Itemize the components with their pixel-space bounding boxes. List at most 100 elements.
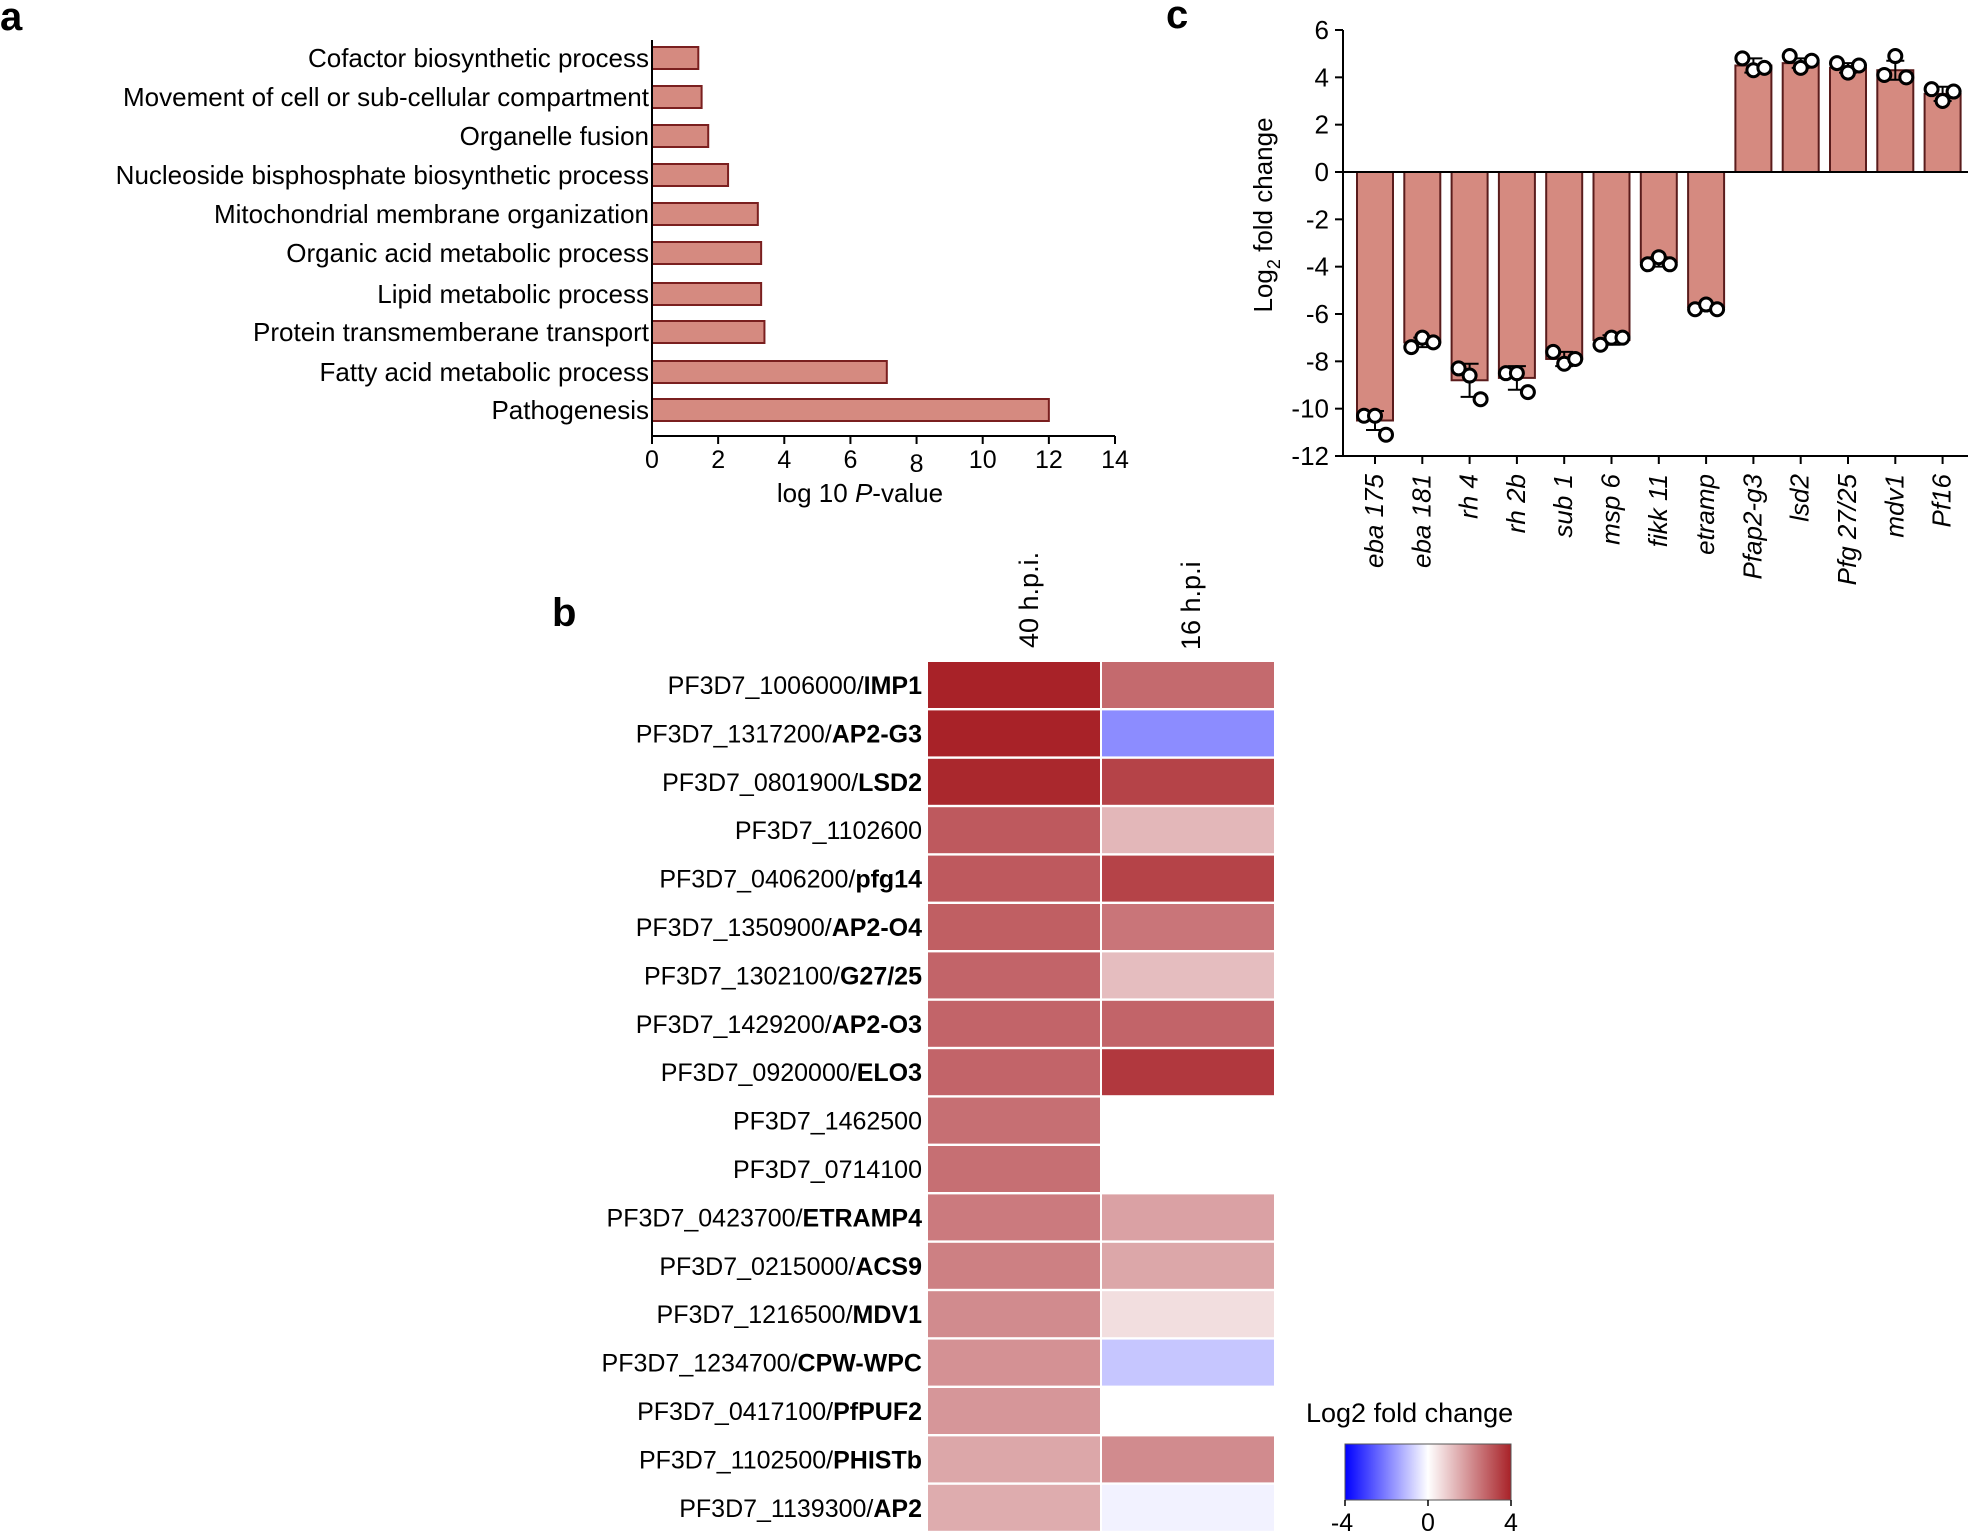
panel-c-replicate-point bbox=[1519, 384, 1536, 401]
heatmap-row-gene-id: PF3D7_0406200/ bbox=[659, 866, 855, 894]
heatmap-row-label: PF3D7_0423700/ETRAMP4 bbox=[607, 1204, 923, 1232]
heatmap-cell bbox=[1102, 1484, 1274, 1531]
panel-letter-c: c bbox=[1166, 0, 1188, 37]
panel-c-bar bbox=[1734, 64, 1773, 173]
heatmap-cell bbox=[1102, 662, 1274, 708]
heatmap-row-gene-id: PF3D7_1317200/ bbox=[636, 720, 832, 748]
panel-c-x-tick-label: rh 4 bbox=[1454, 474, 1484, 519]
heatmap-row-gene-name: PHISTb bbox=[833, 1446, 922, 1474]
panel-c-replicate-point bbox=[1792, 59, 1809, 76]
panel-c-y-tick-label: 4 bbox=[1315, 62, 1329, 92]
panel-c-replicate-point bbox=[1508, 365, 1525, 382]
panel-c-y-title-suffix: fold change bbox=[1248, 117, 1278, 259]
panel-c-replicate-point bbox=[1545, 343, 1562, 360]
panel-c-replicate-point bbox=[1923, 81, 1940, 98]
heatmap-row-gene-id: PF3D7_0417100/ bbox=[637, 1398, 833, 1426]
panel-c-y-tick-label: -12 bbox=[1291, 441, 1329, 471]
heatmap-legend-gradient bbox=[1344, 1443, 1512, 1501]
panel-c-x-tick-label: rh 2b bbox=[1501, 474, 1531, 533]
panel-c-bar bbox=[1592, 171, 1631, 342]
heatmap-cell bbox=[928, 1484, 1100, 1531]
heatmap-row-gene-id: PF3D7_1462500 bbox=[733, 1108, 922, 1136]
panel-c-x-tick-label: eba 181 bbox=[1406, 474, 1436, 568]
panel-c-replicate-point bbox=[1781, 48, 1798, 65]
panel-c-y-title-prefix: Log bbox=[1248, 269, 1278, 312]
heatmap-cell bbox=[1102, 1049, 1274, 1096]
panel-c-replicate-point bbox=[1840, 64, 1856, 81]
panel-a-category-label: Mitochondrial membrane organization bbox=[214, 199, 649, 229]
panel-a-category-label: Fatty acid metabolic process bbox=[320, 357, 649, 387]
heatmap-legend-tick-label: -4 bbox=[1331, 1509, 1353, 1537]
heatmap-row-label: PF3D7_1102600 bbox=[735, 817, 922, 845]
heatmap-row-gene-name: G27/25 bbox=[840, 962, 922, 990]
panel-c-replicate-point bbox=[1756, 59, 1773, 76]
heatmap-legend-ticks: -4 0 4 bbox=[1331, 1500, 1518, 1537]
panel-c-x-tick-label: eba 175 bbox=[1359, 473, 1389, 568]
panel-c-bar bbox=[1829, 66, 1867, 173]
panel-a-bar bbox=[651, 360, 888, 384]
heatmap-cell bbox=[928, 1000, 1100, 1047]
panel-a-category-label: Lipid metabolic process bbox=[377, 279, 649, 309]
panel-c-replicate-point bbox=[1887, 48, 1904, 65]
panel-a-x-tick-label: 10 bbox=[969, 446, 997, 474]
panel-c-replicate-point bbox=[1425, 334, 1442, 351]
panel-a-bar bbox=[651, 320, 766, 344]
heatmap-row-label: PF3D7_1317200/AP2-G3 bbox=[636, 720, 922, 748]
heatmap-row-gene-name: AP2-G3 bbox=[832, 720, 922, 748]
heatmap-cell bbox=[1102, 758, 1274, 805]
heatmap-row-gene-id: PF3D7_1006000/ bbox=[668, 672, 864, 700]
heatmap-row-label: PF3D7_1139300/AP2 bbox=[679, 1495, 922, 1523]
panel-a-bar bbox=[651, 398, 1050, 422]
panel-a-category-label: Cofactor biosynthetic process bbox=[308, 43, 649, 73]
heatmap-row-label: PF3D7_1350900/AP2-O4 bbox=[636, 914, 922, 942]
panel-c-y-tick-label: -4 bbox=[1306, 252, 1329, 282]
panel-c-replicate-point bbox=[1567, 350, 1584, 367]
heatmap-cell bbox=[1102, 1291, 1274, 1338]
heatmap-row-gene-name: ETRAMP4 bbox=[803, 1204, 923, 1232]
panel-c-replicate-point bbox=[1614, 329, 1631, 346]
heatmap-cell bbox=[1102, 1436, 1274, 1483]
panel-c-bar bbox=[1781, 62, 1820, 174]
heatmap-column-label: 40 h.p.i. bbox=[1014, 552, 1044, 648]
panel-c-replicate-point bbox=[1639, 256, 1656, 273]
panel-c-bar bbox=[1876, 69, 1915, 173]
heatmap-row-gene-name: MDV1 bbox=[853, 1301, 923, 1329]
panel-c-replicate-point bbox=[1592, 336, 1609, 353]
heatmap-row-gene-name: pfg14 bbox=[855, 866, 922, 894]
panel-c-x-tick-label: etramp bbox=[1690, 474, 1720, 555]
panel-a-bar bbox=[651, 85, 703, 109]
heatmap-row-label: PF3D7_1006000/IMP1 bbox=[668, 672, 922, 700]
heatmap-cell bbox=[1102, 855, 1274, 902]
heatmap-cell bbox=[1102, 904, 1274, 950]
panel-a-x-title-prefix: log 10 bbox=[777, 478, 855, 508]
heatmap-row-gene-id: PF3D7_0920000/ bbox=[661, 1059, 857, 1087]
heatmap-row-gene-name: CPW-WPC bbox=[798, 1350, 922, 1378]
panel-c-y-tick-label: -10 bbox=[1291, 394, 1329, 424]
panel-c-replicate-point bbox=[1945, 83, 1962, 100]
heatmap-row-gene-name: ACS9 bbox=[855, 1253, 922, 1281]
heatmap-cell bbox=[1102, 1194, 1274, 1241]
panel-c-bar bbox=[1687, 171, 1726, 308]
heatmap-row-gene-name: AP2 bbox=[873, 1495, 922, 1523]
panel-a-bar bbox=[651, 124, 710, 148]
heatmap-row-gene-name: AP2-O3 bbox=[832, 1011, 922, 1039]
panel-c-replicate-point bbox=[1803, 52, 1820, 69]
heatmap-row-gene-id: PF3D7_0714100 bbox=[733, 1156, 922, 1184]
panel-c-bar bbox=[1403, 171, 1442, 344]
heatmap-legend-tick-label: 4 bbox=[1504, 1509, 1518, 1537]
heatmap-row-gene-id: PF3D7_1216500/ bbox=[657, 1301, 853, 1329]
panel-a-x-axis-title: log 10 P-value bbox=[777, 478, 943, 508]
heatmap-row-gene-id: PF3D7_1350900/ bbox=[636, 914, 832, 942]
heatmap-cell bbox=[928, 1049, 1100, 1096]
panel-c-y-tick-label: 6 bbox=[1315, 15, 1329, 45]
panel-a-x-tick-label: 14 bbox=[1101, 446, 1129, 474]
heatmap-row-gene-id: PF3D7_1429200/ bbox=[636, 1011, 832, 1039]
panel-c-y-tick-label: -2 bbox=[1306, 204, 1329, 234]
heatmap-cell bbox=[1102, 807, 1274, 854]
panel-c-x-tick-label: Pfg 27/25 bbox=[1832, 473, 1862, 585]
panel-c-y-tick-label: -6 bbox=[1306, 299, 1329, 329]
panel-c-replicate-point bbox=[1709, 301, 1726, 318]
panel-c-x-tick-label: fikk 11 bbox=[1643, 474, 1673, 547]
panel-c-x-tick-label: lsd2 bbox=[1785, 473, 1815, 521]
heatmap-cell bbox=[928, 1242, 1100, 1289]
